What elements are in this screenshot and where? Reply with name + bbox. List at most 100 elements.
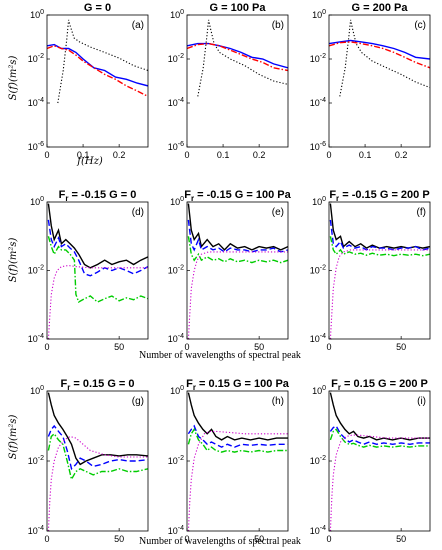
y-tick-label: 100 — [312, 385, 326, 396]
y-tick-label: 10-4 — [28, 97, 44, 108]
x-tick-label: 50 — [396, 534, 406, 544]
panel-title: Fr = -0.15 G = 100 Pa — [184, 189, 291, 203]
series-line-2 — [47, 424, 148, 471]
panel-label: (c) — [414, 20, 426, 31]
x-tick-label: 50 — [396, 342, 406, 352]
panel-h: 100 10-2 10-40 50 (h) Fr = 0.15 G = 100 Pa — [168, 378, 290, 544]
y-tick-label: 10-6 — [168, 141, 184, 152]
series-line-2 — [47, 219, 148, 277]
y-tick-label: 10-2 — [310, 53, 326, 64]
panel-c: 100 10-2 10-4 10-60 0.1 0.2 (c) G = 200 Pa — [310, 2, 431, 160]
panel-b: 100 10-2 10-4 10-60 0.1 0.2 (b) G = 100 Pa — [168, 2, 289, 160]
series-line-3 — [187, 42, 288, 72]
panel-label: (e) — [272, 207, 284, 218]
y-tick-label: 100 — [30, 385, 44, 396]
panel-label: (f) — [417, 207, 426, 218]
series-line-1 — [57, 19, 148, 104]
series-line-3 — [329, 236, 430, 257]
y-tick-label: 100 — [312, 9, 326, 20]
panel-title: Fr = -0.15 G = 200 P — [329, 189, 429, 203]
series-line-1 — [329, 392, 430, 441]
panel-title: G = 100 Pa — [210, 2, 267, 14]
series-line-3 — [47, 45, 148, 98]
x-tick-label: 0 — [184, 342, 189, 352]
y-tick-label: 10-6 — [28, 141, 44, 152]
panel-title: G = 200 Pa — [352, 2, 409, 14]
panel-title: Fr = 0.15 G = 0 — [60, 378, 134, 392]
series-line-4 — [329, 434, 430, 531]
x-tick-label: 0 — [44, 150, 49, 160]
x-tick-label: 0.1 — [77, 150, 90, 160]
series-line-2 — [187, 424, 288, 448]
panel-label: (h) — [272, 396, 284, 407]
y-tick-label: 10-4 — [168, 525, 184, 536]
y-tick-label: 100 — [30, 196, 44, 207]
y-tick-label: 100 — [170, 196, 184, 207]
panel-label: (b) — [272, 20, 284, 31]
series-line-4 — [329, 249, 430, 339]
row-labels: S(f)(m²s) f(Hz) S(f)(m²s) Number of wave… — [8, 56, 301, 547]
series-line-1 — [197, 19, 288, 97]
series-line-2 — [329, 425, 430, 446]
y-tick-label: 10-2 — [310, 455, 326, 466]
series-line-2 — [187, 42, 288, 69]
x-tick-label: 0 — [44, 342, 49, 352]
axes-frame — [186, 390, 289, 532]
y-tick-label: 10-2 — [28, 265, 44, 276]
y-tick-label: 10-4 — [168, 97, 184, 108]
y-tick-label: 10-2 — [310, 265, 326, 276]
series-line-4 — [187, 251, 288, 339]
panel-label: (a) — [132, 20, 144, 31]
y-axis-label-row-3: S(f)(m²s) — [8, 415, 19, 460]
panel-label: (d) — [132, 207, 144, 218]
axes-frame — [328, 201, 431, 340]
series-line-3 — [187, 427, 288, 453]
series-line-3 — [47, 236, 148, 304]
series-line-3 — [47, 432, 148, 482]
x-tick-label: 50 — [114, 534, 124, 544]
series-line-2 — [47, 43, 148, 87]
panel-title: Fr = 0.15 G = 200 P — [331, 378, 428, 392]
x-tick-label: 0.2 — [395, 150, 408, 160]
series-line-4 — [47, 435, 148, 531]
series-line-4 — [187, 430, 288, 531]
x-tick-label: 0.2 — [113, 150, 126, 160]
x-tick-label: 0.1 — [217, 150, 230, 160]
y-tick-label: 100 — [30, 9, 44, 20]
y-tick-label: 10-2 — [28, 53, 44, 64]
series-line-1 — [339, 19, 430, 97]
y-tick-label: 10-2 — [168, 53, 184, 64]
y-tick-label: 10-4 — [28, 525, 44, 536]
x-tick-label: 0.1 — [359, 150, 372, 160]
series-line-1 — [47, 203, 148, 269]
y-tick-label: 100 — [170, 385, 184, 396]
axes-frame — [328, 390, 431, 532]
x-tick-label: 0 — [326, 150, 331, 160]
axes-frame — [46, 14, 149, 148]
x-tick-label: 0 — [326, 342, 331, 352]
y-axis-label-row-2: S(f)(m²s) — [8, 238, 19, 283]
panel-f: 100 10-2 10-40 50 (f) Fr = -0.15 G = 200 P — [310, 189, 431, 352]
series-line-1 — [47, 392, 148, 466]
x-tick-label: 50 — [254, 534, 264, 544]
y-tick-label: 100 — [170, 9, 184, 20]
x-axis-label-row-3: Number of wavelengths of spectral peak — [139, 536, 301, 547]
y-tick-label: 10-2 — [168, 455, 184, 466]
y-tick-label: 10-4 — [310, 333, 326, 344]
series-line-1 — [187, 203, 288, 251]
x-tick-label: 0 — [184, 534, 189, 544]
axes-frame — [186, 14, 289, 148]
panel-i: 100 10-2 10-40 50 (i) Fr = 0.15 G = 200 P — [310, 378, 431, 544]
panel-title: G = 0 — [84, 2, 111, 14]
series-line-1 — [187, 392, 288, 441]
y-axis-label-row-1: S(f)(m²s) — [8, 56, 19, 101]
axes-frame — [46, 201, 149, 340]
panel-label: (i) — [417, 396, 426, 407]
x-tick-label: 0.2 — [253, 150, 266, 160]
x-axis-label-row-1: f(Hz) — [76, 156, 103, 167]
series-line-3 — [329, 41, 430, 69]
series-line-2 — [187, 219, 288, 253]
axes-frame — [328, 14, 431, 148]
panel-g: 100 10-2 10-40 50 (g) Fr = 0.15 G = 0 — [28, 378, 149, 544]
x-tick-label: 0 — [44, 534, 49, 544]
